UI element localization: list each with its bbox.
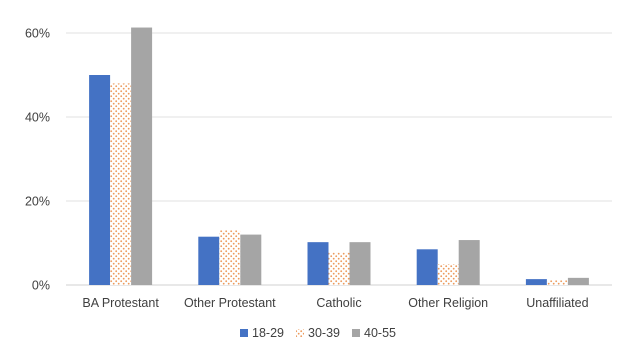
bars: [89, 27, 589, 286]
x-tick-label: Other Religion: [408, 296, 488, 310]
y-tick-label: 60%: [25, 27, 50, 41]
bar-18-29-catholic: [307, 242, 329, 285]
legend-swatch-40-55: [352, 329, 360, 337]
bar-30-39-unaffiliated: [546, 280, 568, 285]
legend-label-30-39: 30-39: [308, 326, 340, 340]
bar-30-39-catholic: [328, 252, 350, 285]
legend-swatch-30-39: [296, 329, 304, 337]
x-tick-label: Unaffiliated: [526, 296, 588, 310]
bar-40-55-catholic: [349, 242, 371, 285]
y-tick-label: 20%: [25, 195, 50, 209]
bar-40-55-ba-protestant: [131, 27, 153, 285]
bar-30-39-other-protestant: [219, 230, 241, 285]
bar-18-29-other-religion: [416, 249, 438, 285]
bar-40-55-unaffiliated: [567, 277, 589, 285]
bar-40-55-other-religion: [458, 240, 480, 285]
bar-18-29-other-protestant: [198, 236, 220, 285]
legend-label-18-29: 18-29: [252, 326, 284, 340]
x-tick-label: Catholic: [316, 296, 361, 310]
legend-label-40-55: 40-55: [364, 326, 396, 340]
bar-18-29-ba-protestant: [89, 75, 111, 285]
bar-30-39-other-religion: [437, 264, 459, 285]
y-tick-label: 0%: [32, 279, 50, 293]
legend: 18-29 30-39 40-55: [240, 326, 396, 340]
y-axis-ticks: 0% 20% 40% 60%: [25, 27, 50, 293]
x-tick-label: Other Protestant: [184, 296, 276, 310]
x-axis-labels: BA Protestant Other Protestant Catholic Oth…: [82, 296, 588, 310]
legend-swatch-18-29: [240, 329, 248, 337]
x-tick-label: BA Protestant: [82, 296, 159, 310]
bar-18-29-unaffiliated: [525, 279, 547, 285]
bar-30-39-ba-protestant: [110, 83, 132, 286]
bar-40-55-other-protestant: [240, 234, 262, 285]
y-tick-label: 40%: [25, 111, 50, 125]
